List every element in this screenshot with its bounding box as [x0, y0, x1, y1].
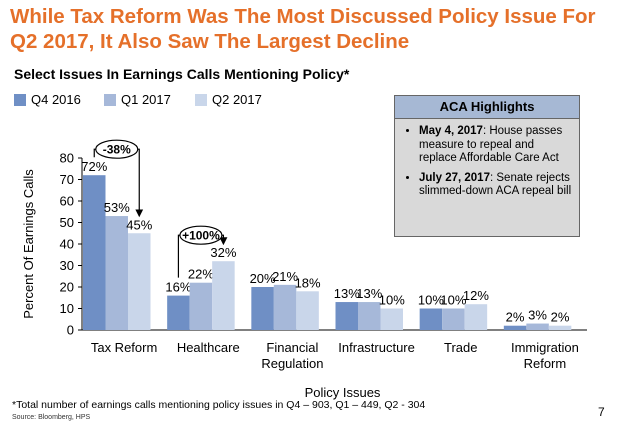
y-tick-label: 0 [67, 323, 74, 338]
y-tick-label: 30 [60, 258, 74, 273]
data-label: 16% [165, 280, 191, 295]
data-label: 10% [418, 293, 444, 308]
data-label: 32% [210, 245, 236, 260]
bar [548, 325, 572, 330]
data-label: 20% [250, 271, 276, 286]
data-label: 13% [356, 286, 382, 301]
data-label: 53% [104, 200, 130, 215]
bar [464, 304, 488, 330]
data-label: 12% [463, 288, 489, 303]
data-label: 72% [81, 159, 107, 174]
chart-subtitle: Select Issues In Earnings Calls Mentioni… [14, 66, 350, 82]
data-label: 45% [126, 217, 152, 232]
aca-highlight-text: : Senate rejects slimmed-down ACA repeal… [419, 171, 572, 198]
bar [167, 295, 190, 330]
bar [442, 308, 465, 330]
legend-swatch-q4-2016 [14, 94, 26, 106]
bar [212, 261, 235, 330]
bar [189, 282, 213, 330]
bar [380, 308, 403, 330]
annotation-ellipse [95, 139, 139, 159]
legend-item-q2-2017: Q2 2017 [195, 92, 262, 107]
y-tick-label: 20 [60, 280, 74, 295]
y-tick-label: 60 [60, 194, 74, 209]
x-tick-label: Financial [266, 340, 318, 355]
legend-label-q4-2016: Q4 2016 [31, 92, 81, 107]
legend-item-q4-2016: Q4 2016 [14, 92, 81, 107]
aca-highlight-item: July 27, 2017: Senate rejects slimmed-do… [419, 172, 573, 199]
x-axis-label: Policy Issues [305, 385, 381, 400]
bar [128, 233, 151, 330]
aca-highlights-box: ACA Highlights May 4, 2017: House passes… [394, 95, 580, 237]
legend-label-q2-2017: Q2 2017 [212, 92, 262, 107]
bar [335, 302, 358, 330]
x-tick-label: Immigration [511, 340, 579, 355]
legend-label-q1-2017: Q1 2017 [121, 92, 171, 107]
bar [296, 291, 319, 330]
data-label: 10% [379, 293, 405, 308]
legend-swatch-q2-2017 [195, 94, 207, 106]
bar [273, 284, 297, 330]
data-label: 2% [551, 310, 570, 325]
bar [419, 308, 443, 330]
x-tick-label: Regulation [261, 356, 323, 371]
bar [251, 287, 274, 330]
y-tick-label: 80 [60, 151, 74, 166]
bar [526, 323, 549, 330]
legend-swatch-q1-2017 [104, 94, 116, 106]
data-label: 2% [506, 310, 525, 325]
aca-highlights-header: ACA Highlights [395, 96, 579, 119]
annotation-ellipse [179, 225, 223, 245]
x-tick-label: Trade [444, 340, 477, 355]
bar [83, 175, 106, 330]
y-tick-label: 50 [60, 215, 74, 230]
bar [358, 302, 381, 330]
page-title: While Tax Reform Was The Most Discussed … [10, 5, 596, 53]
legend-item-q1-2017: Q1 2017 [104, 92, 171, 107]
data-label: 18% [295, 275, 321, 290]
y-tick-label: 70 [60, 172, 74, 187]
data-label: 13% [334, 286, 360, 301]
aca-highlight-text: : House passes measure to repeal and rep… [419, 125, 563, 164]
data-label: 10% [440, 293, 466, 308]
page-number: 7 [598, 405, 605, 419]
source-note: Source: Bloomberg, HPS [12, 414, 91, 421]
data-label: 22% [188, 267, 214, 282]
data-label: 21% [272, 269, 298, 284]
x-tick-label: Tax Reform [91, 340, 157, 355]
aca-highlight-date: July 27, 2017 [419, 171, 490, 184]
annotation-label: -38% [103, 143, 131, 157]
aca-highlight-date: May 4, 2017 [419, 125, 483, 137]
y-tick-label: 40 [60, 237, 74, 252]
bar [503, 325, 527, 330]
annotation-label: +100% [182, 229, 220, 243]
aca-highlight-item: May 4, 2017: House passes measure to rep… [419, 125, 573, 166]
aca-highlights-list: May 4, 2017: House passes measure to rep… [395, 125, 579, 199]
x-tick-label: Infrastructure [338, 340, 415, 355]
data-label: 3% [528, 308, 547, 323]
bar [105, 216, 128, 330]
y-axis-label: Percent Of Earnings Calls [21, 169, 36, 319]
y-tick-label: 10 [60, 301, 74, 316]
footnote: *Total number of earnings calls mentioni… [12, 399, 426, 411]
x-tick-label: Reform [524, 356, 567, 371]
x-tick-label: Healthcare [177, 340, 240, 355]
